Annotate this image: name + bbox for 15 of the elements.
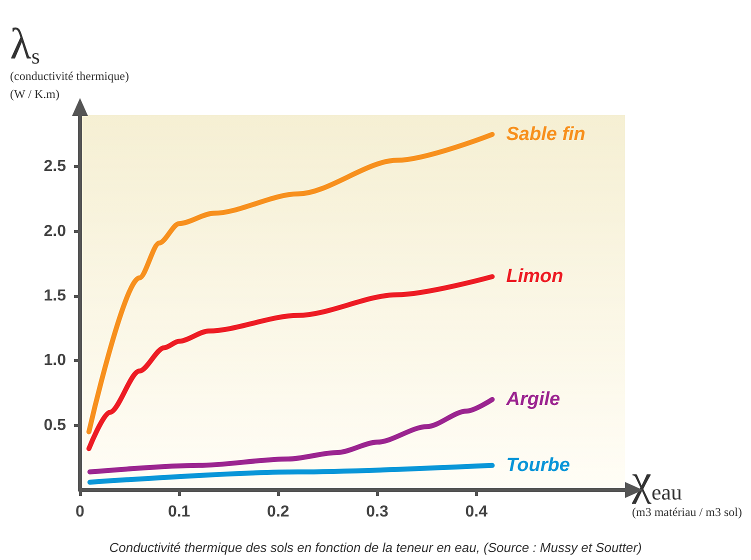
x-tick-label: 0.4 bbox=[465, 504, 488, 520]
series-label: Sable fin bbox=[506, 124, 586, 145]
x-tick-label: 0.1 bbox=[168, 504, 190, 520]
series-label: Tourbe bbox=[506, 454, 570, 476]
y-tick-label: 1.5 bbox=[44, 288, 66, 305]
x-tick-label: 0.2 bbox=[267, 504, 290, 520]
x-tick-label: 0 bbox=[76, 504, 85, 520]
y-tick-label: 2.5 bbox=[44, 158, 66, 176]
text: Conductivité thermique des sols en fonction de la teneur en eau, (Source : Mussy et Soutter) bbox=[109, 540, 642, 555]
y-tick-label: 1.0 bbox=[44, 352, 66, 370]
y-tick-label: 0.5 bbox=[44, 416, 66, 434]
x-tick-label: 0.3 bbox=[366, 504, 388, 520]
y-tick-label: 2.0 bbox=[44, 222, 66, 240]
series-label: Argile bbox=[505, 388, 560, 410]
series-label: Limon bbox=[506, 266, 564, 288]
